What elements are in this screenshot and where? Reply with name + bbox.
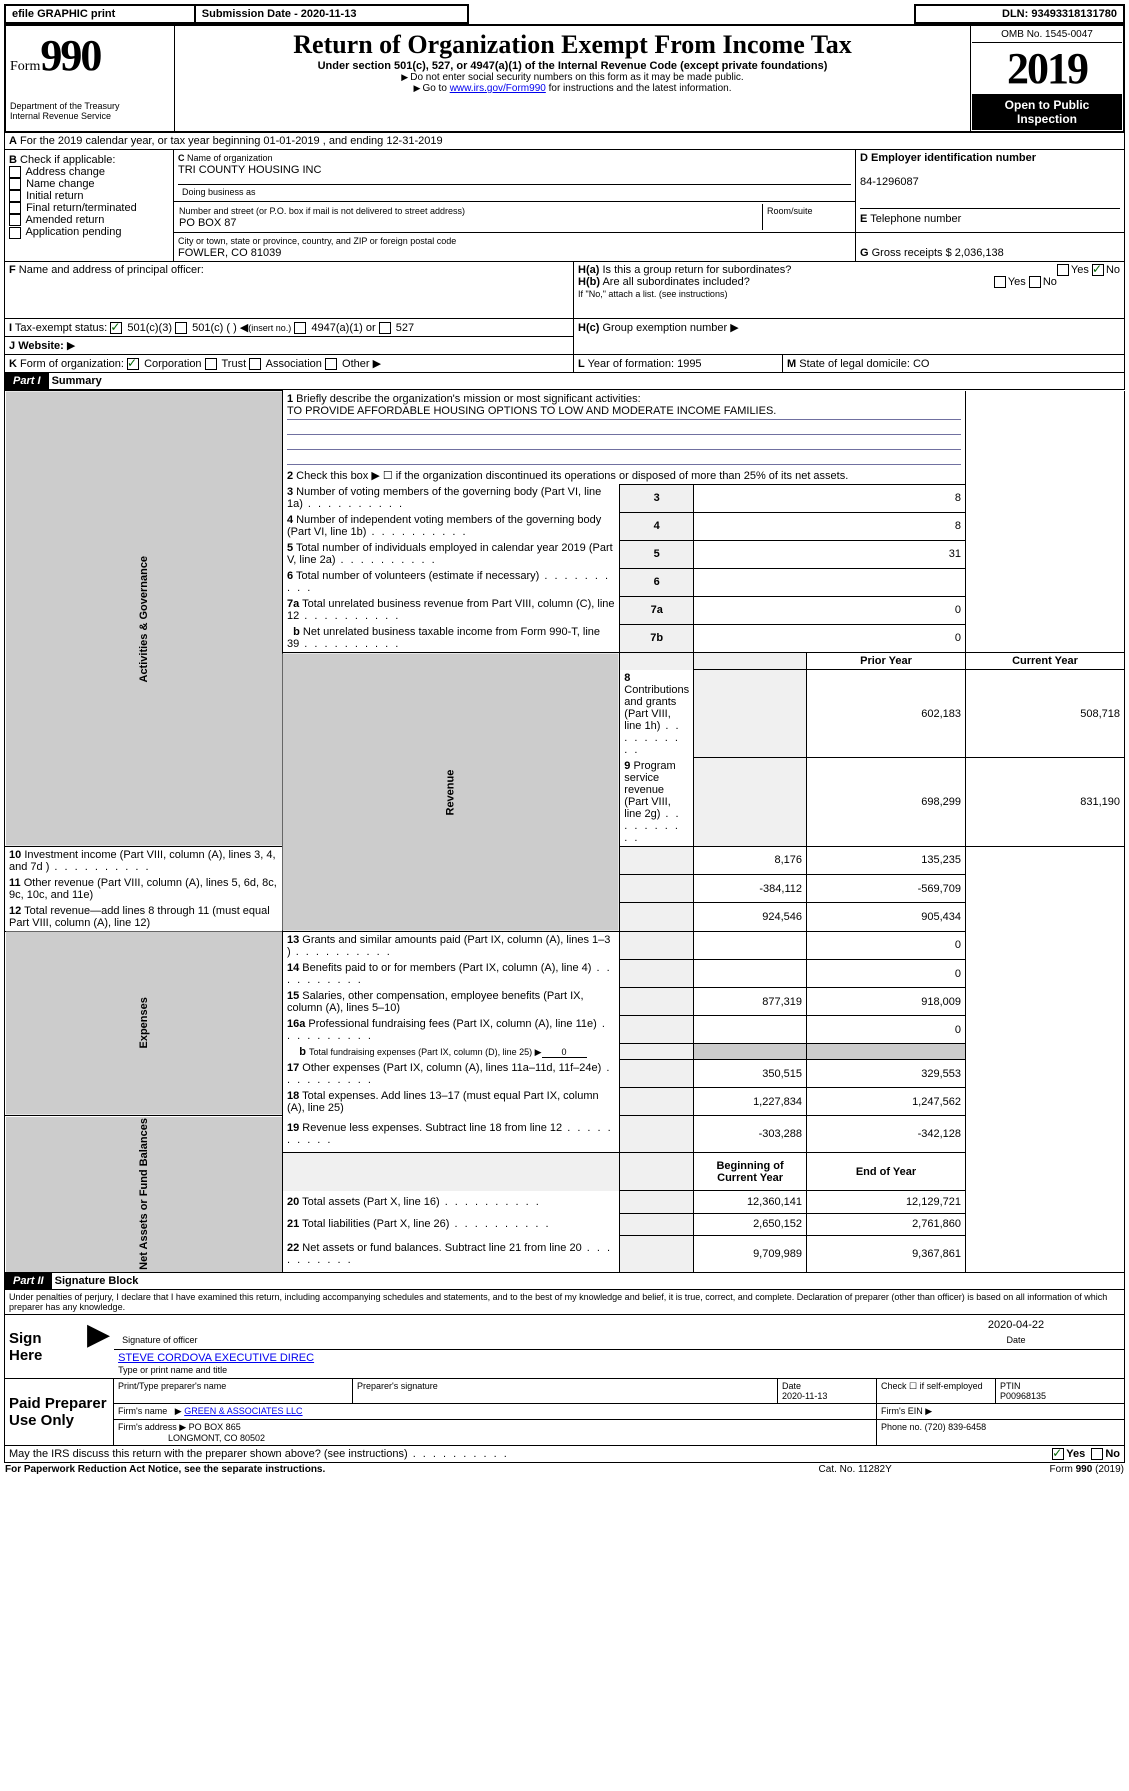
omb-number: OMB No. 1545-0047 [972,27,1122,43]
officer-name[interactable]: STEVE CORDOVA EXECUTIVE DIREC [118,1352,314,1364]
irs-link[interactable]: www.irs.gov/Form990 [450,83,546,94]
form-title: Return of Organization Exempt From Incom… [179,30,966,60]
form-subtitle: Under section 501(c), 527, or 4947(a)(1)… [179,60,966,72]
open-public-badge: Open to Public Inspection [972,94,1122,130]
firm-link[interactable]: GREEN & ASSOCIATES LLC [184,1406,302,1416]
part-i-header: Part I [5,373,49,389]
city-state-zip: FOWLER, CO 81039 [178,247,281,259]
form-number: Form990 [10,30,170,81]
pra-notice: For Paperwork Reduction Act Notice, see … [4,1463,766,1476]
part-ii-header: Part II [5,1273,52,1289]
note-link: Go to www.irs.gov/Form990 for instructio… [179,83,966,94]
sidebar-activities: Activities & Governance [5,391,283,847]
form-footer: Form 990 (2019) [944,1463,1125,1476]
address: PO BOX 87 [179,217,236,229]
section-a: A For the 2019 calendar year, or tax yea… [4,133,1125,150]
dept-label: Department of the Treasury Internal Reve… [10,101,170,121]
paid-preparer-label: Paid Preparer Use Only [5,1379,114,1446]
sidebar-expenses: Expenses [5,931,283,1116]
ein: 84-1296087 [860,176,919,188]
discuss-row: May the IRS discuss this return with the… [4,1446,1125,1463]
perjury-statement: Under penalties of perjury, I declare th… [4,1290,1125,1315]
org-name: TRI COUNTY HOUSING INC [178,164,321,176]
section-d-e: D Employer identification number 84-1296… [856,150,1125,233]
note-ssn: Do not enter social security numbers on … [179,72,966,83]
top-bar: efile GRAPHIC print Submission Date - 20… [4,4,1125,24]
submission-date: Submission Date - 2020-11-13 [195,5,468,23]
sidebar-netassets: Net Assets or Fund Balances [5,1116,283,1273]
section-g: G Gross receipts $ 2,036,138 [856,233,1125,262]
efile-label[interactable]: efile GRAPHIC print [5,5,195,23]
section-b: B Check if applicable: Address change Na… [5,150,174,262]
cat-no: Cat. No. 11282Y [766,1463,944,1476]
dln: DLN: 93493318131780 [915,5,1124,23]
main-frame: Form990 Department of the Treasury Inter… [4,24,1125,133]
sidebar-revenue: Revenue [282,653,619,932]
tax-year: 2019 [972,43,1122,94]
sign-here-label: Sign Here [5,1315,84,1379]
summary-table: Activities & Governance 1 Briefly descri… [4,390,1125,1273]
